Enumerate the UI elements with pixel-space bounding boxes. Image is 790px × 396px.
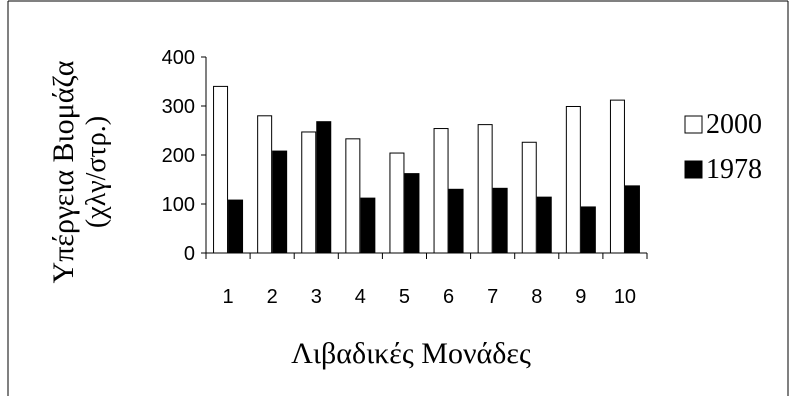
bar-1978 — [360, 197, 376, 254]
bar-1978 — [316, 121, 332, 254]
bar-1978 — [272, 150, 288, 254]
bar-2000 — [301, 131, 317, 254]
bar-2000 — [521, 141, 537, 254]
x-tick-label: 4 — [355, 286, 366, 308]
x-tick-label: 10 — [614, 286, 636, 308]
x-tick-label: 2 — [267, 286, 278, 308]
bars — [213, 85, 640, 254]
bar-2000 — [257, 115, 273, 254]
bar-2000 — [389, 152, 405, 254]
bar-2000 — [477, 124, 493, 254]
legend-label-1978: 1978 — [706, 154, 762, 185]
x-tick-label: 1 — [222, 286, 233, 308]
bar-2000 — [609, 99, 625, 254]
x-tick-label: 8 — [531, 286, 542, 308]
bar-1978 — [580, 206, 596, 254]
x-axis-label: Λιβαδικές Μονάδες — [291, 337, 531, 370]
bar-1978 — [404, 173, 420, 254]
y-tick-label: 200 — [162, 145, 195, 167]
x-tick-label: 9 — [575, 286, 586, 308]
legend-label-2000: 2000 — [706, 109, 762, 140]
bar-2000 — [345, 138, 361, 254]
bar-2000 — [213, 85, 229, 254]
chart-border — [7, 0, 789, 396]
bar-1978 — [448, 188, 464, 254]
y-axis-unit-label: (χλγ/στρ.) — [81, 116, 112, 228]
bar-1978 — [492, 187, 508, 254]
bar-2000 — [433, 128, 449, 254]
x-tick-label: 5 — [399, 286, 410, 308]
y-axis-label: Υπέργεια Βιομάζα — [47, 60, 80, 283]
bar-2000 — [565, 105, 581, 254]
bar-1978 — [624, 185, 640, 254]
x-tick-label: 3 — [311, 286, 322, 308]
legend: 2000 1978 — [684, 109, 762, 185]
legend-swatch-1978 — [684, 160, 703, 179]
y-tick-label: 100 — [162, 194, 195, 216]
x-tick-label: 7 — [487, 286, 498, 308]
y-tick-label: 0 — [184, 243, 195, 265]
y-tick-label: 400 — [162, 47, 195, 69]
x-tick-label: 6 — [443, 286, 454, 308]
y-axis: 0 100 200 300 400 — [162, 47, 207, 265]
legend-swatch-2000 — [684, 115, 703, 134]
x-axis: 1 2 3 4 5 6 7 8 9 10 — [205, 252, 648, 308]
bar-1978 — [536, 196, 552, 254]
y-tick-label: 300 — [162, 96, 195, 118]
bar-1978 — [228, 199, 244, 254]
